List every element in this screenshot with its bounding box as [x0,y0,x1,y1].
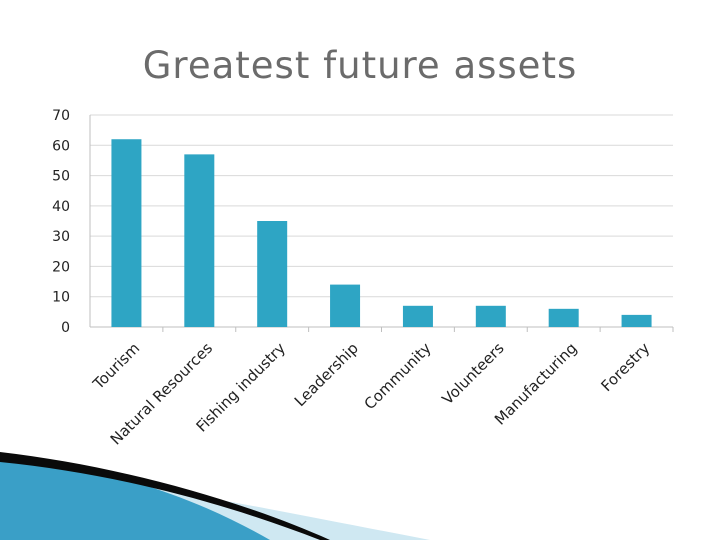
y-tick-label-50: 50 [52,169,70,185]
bar-tourism [111,139,142,327]
bars [111,139,652,327]
category-label-leadership: Leadership [291,339,362,410]
category-label-tourism: Tourism [89,339,143,393]
y-axis-tick-labels: 0 10 20 30 40 50 60 70 [52,108,70,336]
y-tick-label-20: 20 [52,259,70,275]
decorative-swoosh [0,452,430,540]
bar-manufacturing [548,308,579,327]
gridlines [90,114,673,298]
category-label-volunteers: Volunteers [438,339,507,408]
swoosh-blue-band [0,455,270,540]
bar-volunteers [475,305,506,327]
bar-fishing-industry [257,221,288,327]
axes [89,115,674,332]
bar-natural-resources [184,154,215,327]
bar-community [402,305,433,327]
y-tick-label-30: 30 [52,229,70,245]
page-title: Greatest future assets [142,44,578,87]
category-label-forestry: Forestry [597,339,653,395]
y-tick-label-10: 10 [52,290,70,306]
y-tick-label-60: 60 [52,138,70,154]
swoosh-dark-stroke [0,452,330,540]
y-tick-label-0: 0 [61,320,70,336]
category-label-community: Community [361,339,435,413]
y-tick-label-40: 40 [52,199,70,215]
bar-leadership [330,284,361,327]
bar-forestry [621,314,652,327]
y-tick-label-70: 70 [52,108,70,124]
